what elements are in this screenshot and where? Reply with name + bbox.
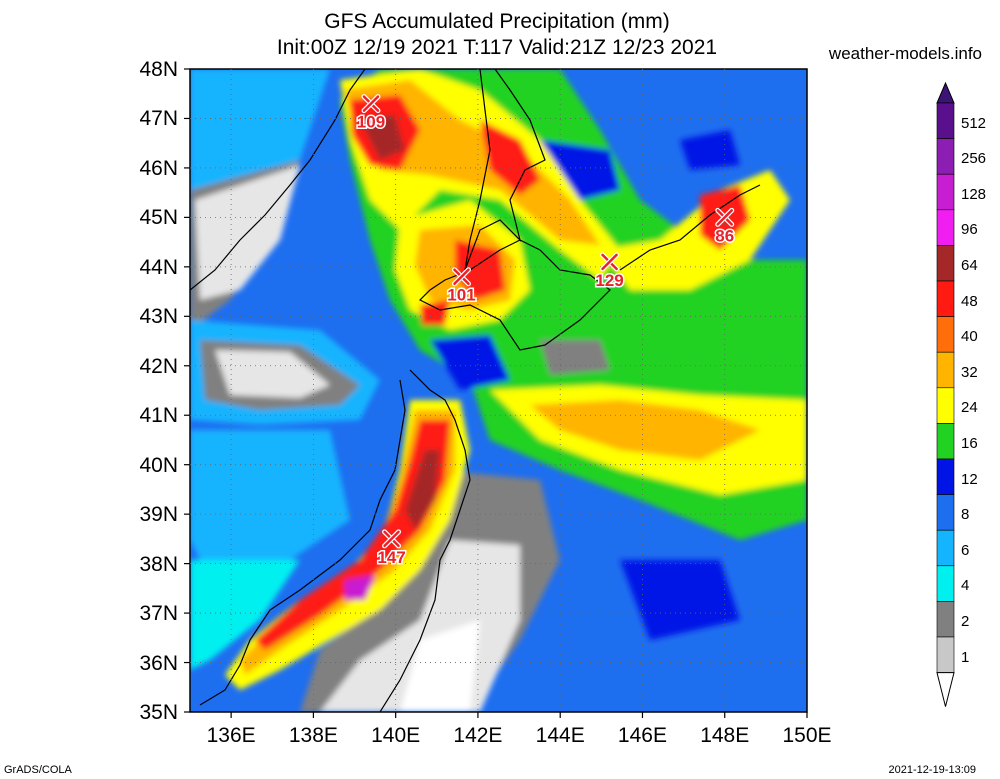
marker-label: 86 bbox=[715, 226, 734, 245]
colorbar-swatch bbox=[936, 529, 955, 567]
colorbar-label: 512 bbox=[961, 114, 987, 132]
lat-label: 47N bbox=[139, 107, 178, 131]
lat-label: 39N bbox=[139, 503, 178, 527]
colorbar-swatch bbox=[936, 173, 955, 211]
lat-label: 41N bbox=[139, 404, 178, 428]
marker-label: 101 bbox=[447, 286, 475, 305]
colorbar-swatch bbox=[936, 636, 955, 673]
lon-label: 136E bbox=[206, 724, 256, 747]
lon-label: 144E bbox=[535, 724, 585, 747]
colorbar-swatch bbox=[936, 138, 955, 175]
colorbar-swatch bbox=[936, 280, 955, 317]
colorbar-swatch bbox=[936, 316, 955, 353]
colorbar-swatch bbox=[936, 494, 955, 531]
honshu-coast bbox=[199, 369, 471, 712]
colorbar-label: 32 bbox=[961, 363, 978, 381]
precip-field bbox=[190, 69, 807, 712]
colorbar-label: 12 bbox=[961, 470, 978, 488]
sakhalin-coast bbox=[464, 69, 546, 271]
markers-layer: 109 101 129 86 147 bbox=[355, 94, 736, 568]
colorbar-label: 8 bbox=[961, 506, 970, 524]
colorbar-top-arrow bbox=[936, 81, 955, 104]
colorbar-swatch bbox=[936, 209, 955, 246]
marker-label: 147 bbox=[377, 548, 405, 567]
gridlines bbox=[190, 69, 807, 712]
map-frame bbox=[189, 68, 808, 713]
lon-label: 150E bbox=[782, 724, 832, 747]
colorbar-label: 64 bbox=[961, 257, 978, 274]
site-label: weather-models.info bbox=[828, 44, 982, 63]
colorbar-label: 48 bbox=[961, 292, 978, 310]
colorbar-label: 4 bbox=[961, 577, 970, 595]
lon-label: 138E bbox=[288, 724, 338, 747]
lon-label: 146E bbox=[617, 724, 667, 747]
chart-subtitle: Init:00Z 12/19 2021 T:117 Valid:21Z 12/2… bbox=[276, 36, 718, 59]
colorbar-label: 128 bbox=[961, 185, 987, 203]
colorbar bbox=[936, 81, 955, 707]
colorbar-label: 96 bbox=[961, 221, 978, 239]
lat-label: 46N bbox=[139, 156, 178, 180]
lon-label: 140E bbox=[371, 724, 421, 747]
colorbar-label: 2 bbox=[961, 613, 970, 630]
chart-title: GFS Accumulated Precipitation (mm) bbox=[324, 10, 670, 33]
lat-label: 36N bbox=[139, 651, 178, 675]
lon-label: 142E bbox=[453, 724, 503, 747]
max-marker: 101 bbox=[446, 267, 477, 306]
asia-coast bbox=[190, 69, 366, 291]
colorbar-swatch bbox=[936, 423, 955, 460]
lat-label: 40N bbox=[139, 453, 178, 477]
lat-label: 48N bbox=[139, 58, 178, 81]
colorbar-label: 16 bbox=[961, 435, 978, 452]
lat-label: 42N bbox=[139, 354, 178, 378]
colorbar-swatch bbox=[936, 245, 955, 282]
lat-label: 45N bbox=[139, 206, 178, 230]
colorbar-swatch bbox=[936, 387, 955, 424]
colorbar-swatch bbox=[936, 351, 955, 389]
colorbar-swatch bbox=[936, 565, 955, 602]
colorbar-swatch bbox=[936, 458, 955, 495]
colorbar-swatch bbox=[936, 601, 955, 638]
max-marker: 86 bbox=[714, 207, 736, 247]
colorbar-swatch bbox=[936, 102, 955, 139]
max-marker: 109 bbox=[355, 94, 387, 133]
marker-label: 129 bbox=[595, 271, 623, 290]
lat-label: 38N bbox=[139, 552, 178, 576]
colorbar-bottom-arrow bbox=[936, 672, 955, 707]
lon-label: 148E bbox=[700, 724, 750, 747]
max-marker: 129 bbox=[594, 252, 625, 291]
lat-label: 37N bbox=[139, 602, 178, 626]
axis-ticks bbox=[184, 68, 808, 718]
kuril-coast bbox=[619, 184, 761, 271]
footer-right: 2021-12-19-13:09 bbox=[888, 764, 976, 776]
colorbar-label: 6 bbox=[961, 541, 970, 559]
colorbar-label: 24 bbox=[961, 399, 978, 417]
colorbar-label: 40 bbox=[961, 328, 978, 346]
max-marker: 147 bbox=[376, 529, 407, 568]
lat-label: 35N bbox=[139, 701, 178, 724]
marker-label: 109 bbox=[357, 113, 385, 132]
footer-left: GrADS/COLA bbox=[4, 764, 72, 776]
colorbar-label: 1 bbox=[961, 648, 970, 666]
lat-label: 43N bbox=[139, 305, 178, 329]
colorbar-label: 256 bbox=[961, 150, 987, 168]
lat-label: 44N bbox=[139, 255, 178, 279]
